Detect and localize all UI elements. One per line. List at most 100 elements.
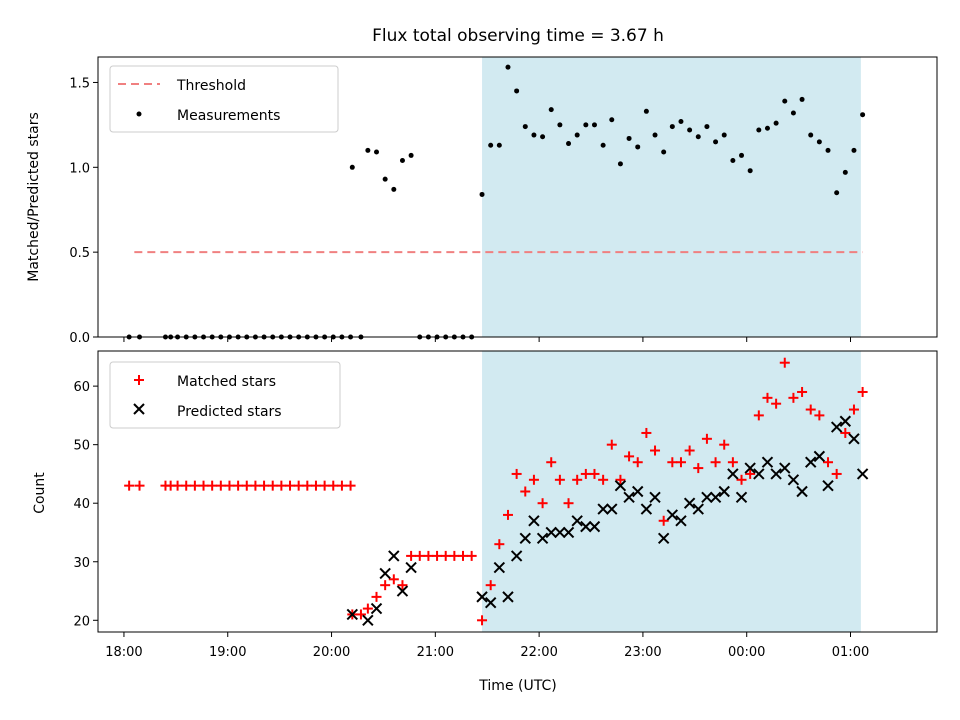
matched-star-point	[285, 480, 296, 491]
matched-star-point	[848, 404, 859, 415]
count-x-axis-label: Time (UTC)	[478, 678, 556, 694]
predicted-star-point	[727, 468, 739, 480]
matched-star-point	[477, 615, 488, 626]
matched-legend-label: Matched stars	[177, 374, 276, 390]
matched-star-point	[727, 457, 738, 468]
measurement-point	[764, 125, 770, 131]
predicted-star-point	[571, 515, 583, 527]
predicted-star-point	[718, 485, 730, 498]
measurement-point	[374, 149, 380, 155]
predicted-star-point	[753, 468, 765, 480]
matched-star-point	[788, 392, 799, 403]
matched-star-point	[380, 580, 391, 591]
ratio-legend-box	[109, 65, 339, 133]
matched-star-point	[259, 480, 270, 491]
predicted-star-point	[666, 509, 679, 521]
count-x-ticks: 18:00 19:00 20:00 21:00 22:00 23:00 00:00 01:00	[105, 632, 869, 660]
predicted-star-point	[856, 468, 869, 480]
matched-star-point	[397, 580, 408, 591]
matched-star-point	[449, 550, 460, 561]
matched-star-point	[563, 498, 574, 509]
matched-star-point	[198, 480, 209, 491]
measurement-point	[790, 110, 796, 116]
ratio-y-tick-label: 1.0	[69, 161, 90, 176]
predicted-star-point	[476, 591, 488, 603]
predicted-star-point	[536, 532, 549, 545]
measurement-point	[391, 186, 397, 192]
predicted-star-point	[379, 567, 391, 580]
predicted-star-point	[779, 462, 791, 474]
threshold-legend-label: Threshold	[176, 78, 246, 94]
matched-star-point	[831, 468, 842, 479]
measurements-legend-label: Measurements	[177, 108, 280, 124]
measurement-point	[635, 144, 641, 150]
matched-star-point	[423, 550, 434, 561]
predicted-star-point	[370, 602, 383, 615]
matched-star-point	[528, 474, 539, 485]
count-y-tick-label: 50	[73, 439, 90, 454]
matched-star-point	[414, 550, 425, 561]
matched-star-point	[362, 603, 373, 614]
matched-star-point	[554, 474, 565, 485]
measurement-point	[721, 132, 727, 138]
predicted-star-point	[484, 597, 497, 609]
matched-star-point	[520, 486, 531, 497]
measurement-point	[514, 88, 520, 94]
matched-legend-swatch	[134, 375, 144, 385]
matched-star-point	[440, 550, 451, 561]
measurement-point	[591, 122, 597, 128]
count-x-tick-label: 18:00	[105, 645, 142, 660]
predicted-star-point	[346, 608, 359, 621]
measurement-point	[399, 158, 405, 164]
matched-star-point	[589, 468, 600, 479]
matched-star-point	[458, 550, 469, 561]
predicted-legend-swatch	[133, 403, 145, 415]
measurement-point	[382, 176, 388, 182]
measurement-point	[557, 122, 563, 128]
predicted-star-point	[675, 515, 687, 527]
matched-star-point	[502, 509, 513, 520]
measurement-point	[816, 139, 822, 145]
count-y-tick-label: 20	[73, 614, 90, 629]
observing-window-shade	[482, 351, 861, 632]
matched-star-point	[857, 386, 868, 397]
matched-star-point	[797, 386, 808, 397]
measurement-point	[566, 141, 572, 147]
ratio-panel: 0.0 0.5 1.0 1.5 Flux total observing time =…	[26, 26, 938, 346]
predicted-legend-label: Predicted stars	[177, 404, 282, 420]
matched-star-point	[745, 468, 756, 479]
predicted-star-point	[709, 491, 722, 504]
measurement-point	[747, 168, 753, 174]
measurement-point	[730, 158, 736, 164]
measurement-point	[704, 124, 710, 130]
matched-star-point	[814, 410, 825, 421]
measurement-point	[713, 139, 719, 145]
measurement-point	[842, 169, 848, 175]
measurement-point	[522, 124, 528, 130]
chart-title: Flux total observing time = 3.67 h	[372, 26, 664, 46]
matched-star-point	[701, 433, 712, 444]
predicted-star-point	[606, 503, 618, 515]
matched-star-point	[537, 498, 548, 509]
predicted-star-point	[588, 520, 601, 533]
predicted-star-point	[640, 503, 653, 515]
matched-star-point	[134, 480, 145, 491]
measurement-point	[782, 98, 788, 104]
measurement-point	[661, 149, 667, 155]
matched-star-point	[250, 480, 261, 491]
matched-star-point	[762, 392, 773, 403]
measurement-point	[531, 132, 537, 138]
matched-star-point	[771, 398, 782, 409]
matched-star-point	[466, 550, 477, 561]
measurement-point	[496, 142, 502, 148]
measurement-point	[825, 147, 831, 153]
matched-star-point	[624, 451, 635, 462]
predicted-star-point	[362, 614, 374, 626]
predicted-star-point	[632, 485, 644, 498]
ratio-y-axis-label: Matched/Predicted stars	[26, 112, 42, 282]
count-panel: 20 30 40 50 60 18:00 19:00 20:00 21:00 22:00 23:0…	[32, 350, 938, 694]
matched-star-point	[658, 515, 669, 526]
count-x-tick-label: 01:00	[832, 645, 869, 660]
matched-star-point	[406, 550, 417, 561]
count-x-tick-label: 20:00	[313, 645, 350, 660]
